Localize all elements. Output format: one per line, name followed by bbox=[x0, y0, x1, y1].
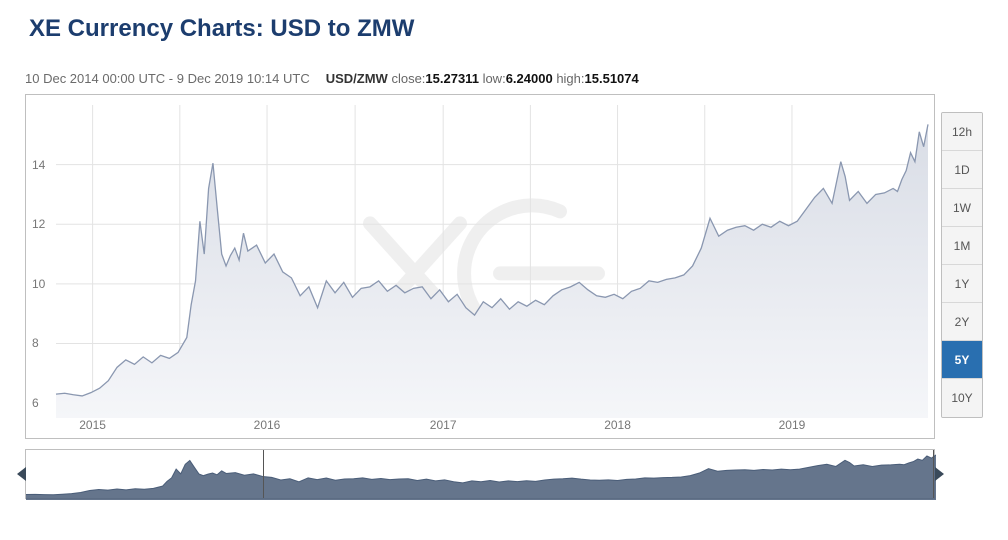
y-axis-label: 6 bbox=[32, 396, 41, 410]
close-label: close: bbox=[391, 71, 425, 86]
chart-meta: 10 Dec 2014 00:00 UTC - 9 Dec 2019 10:14… bbox=[25, 71, 988, 86]
low-label: low: bbox=[483, 71, 506, 86]
y-axis-label: 10 bbox=[32, 277, 47, 291]
close-value: 15.27311 bbox=[425, 71, 479, 86]
y-axis-label: 14 bbox=[32, 158, 47, 172]
period-selector: 12h1D1W1M1Y2Y5Y10Y bbox=[941, 112, 983, 418]
high-value: 15.51074 bbox=[585, 71, 639, 86]
period-button-12h[interactable]: 12h bbox=[942, 113, 982, 151]
navigator-chart[interactable] bbox=[25, 449, 935, 499]
y-axis-label: 12 bbox=[32, 217, 47, 231]
page-title: XE Currency Charts: USD to ZMW bbox=[29, 15, 988, 43]
x-axis-label: 2018 bbox=[604, 418, 631, 432]
period-button-1d[interactable]: 1D bbox=[942, 151, 982, 189]
low-value: 6.24000 bbox=[506, 71, 553, 86]
navigator-svg bbox=[26, 450, 936, 500]
period-button-10y[interactable]: 10Y bbox=[942, 379, 982, 417]
navigator-left-handle[interactable] bbox=[16, 450, 26, 498]
x-axis-label: 2017 bbox=[430, 418, 457, 432]
x-axis-label: 2015 bbox=[79, 418, 106, 432]
currency-pair: USD/ZMW close:15.27311 low:6.24000 high:… bbox=[326, 71, 639, 86]
y-axis-label: 8 bbox=[32, 336, 41, 350]
date-range: 10 Dec 2014 00:00 UTC - 9 Dec 2019 10:14… bbox=[25, 71, 310, 86]
pair-label: USD/ZMW bbox=[326, 71, 388, 86]
navigator-right-handle[interactable] bbox=[934, 450, 944, 498]
main-chart[interactable]: 6 8 10 12 14 2015 2016 2017 2018 2019 bbox=[25, 94, 935, 439]
chart-svg bbox=[26, 95, 936, 440]
x-axis-label: 2019 bbox=[779, 418, 806, 432]
period-button-1y[interactable]: 1Y bbox=[942, 265, 982, 303]
period-button-1m[interactable]: 1M bbox=[942, 227, 982, 265]
x-axis-label: 2016 bbox=[254, 418, 281, 432]
period-button-2y[interactable]: 2Y bbox=[942, 303, 982, 341]
period-button-1w[interactable]: 1W bbox=[942, 189, 982, 227]
high-label: high: bbox=[556, 71, 584, 86]
period-button-5y[interactable]: 5Y bbox=[942, 341, 982, 379]
